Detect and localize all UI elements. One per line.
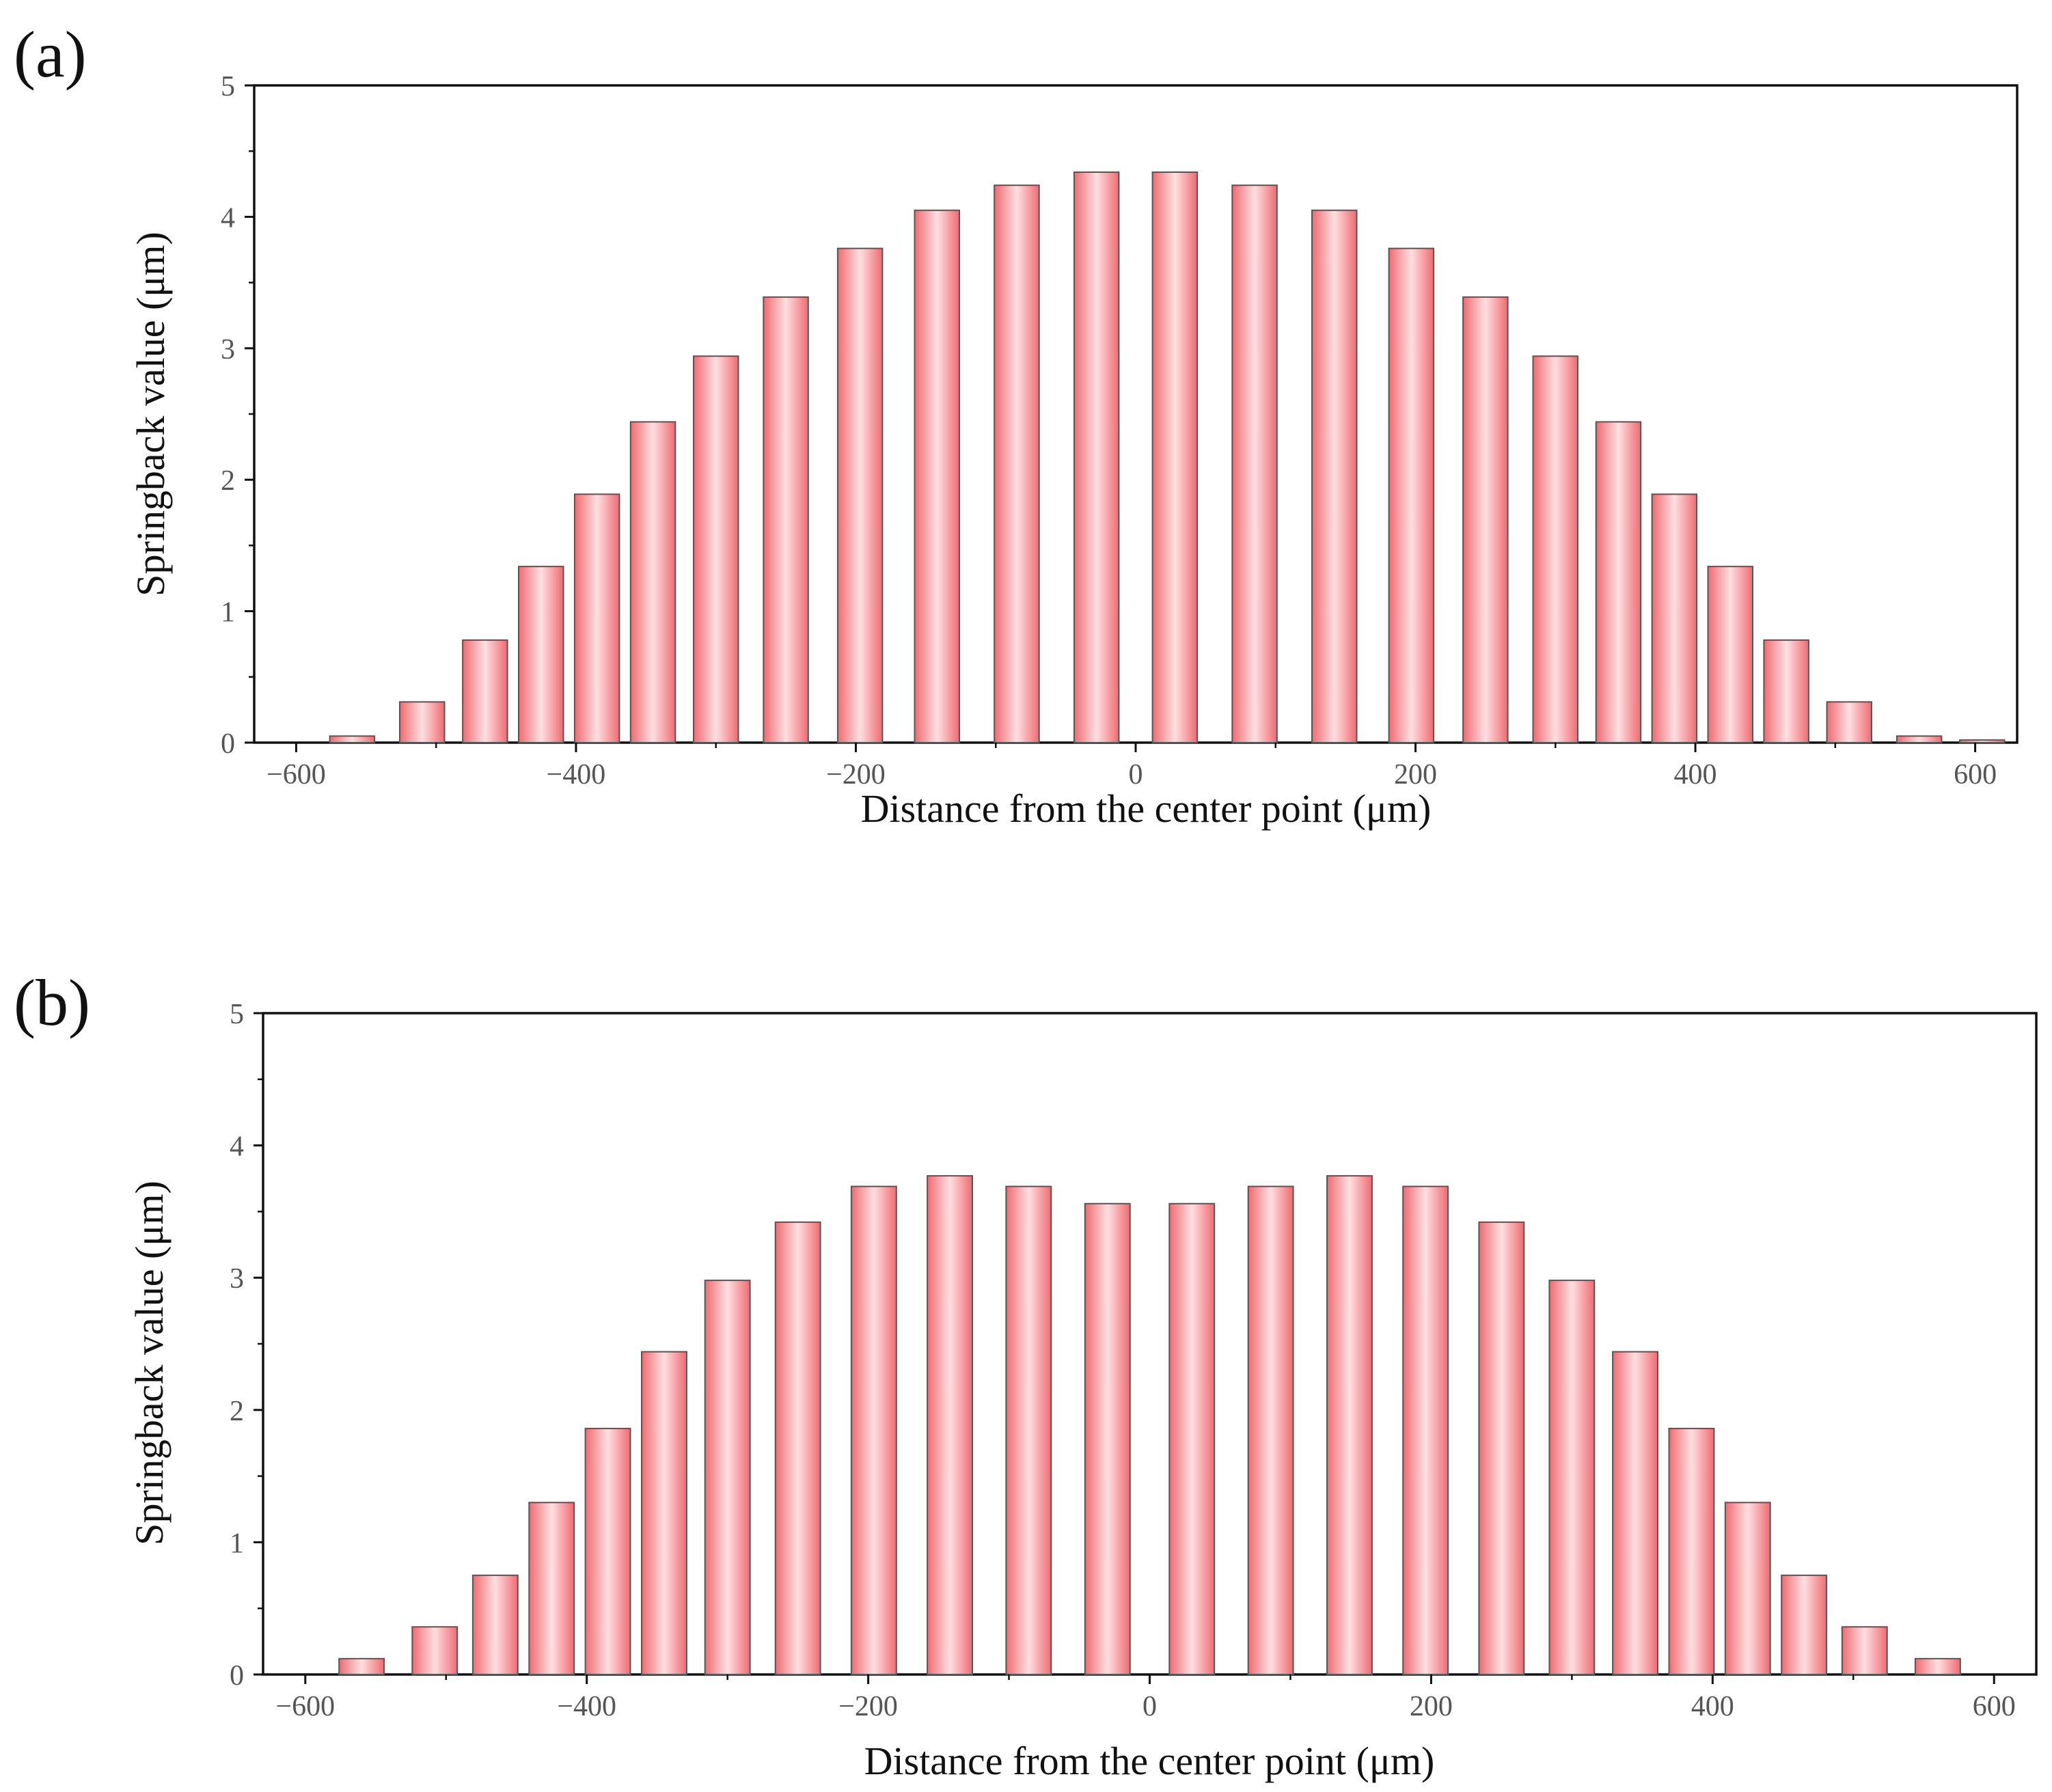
x-tick-label-a-2: −200 — [826, 759, 886, 790]
y-tick-label-b-4: 4 — [230, 1131, 244, 1163]
bar-b-22 — [1841, 1626, 1888, 1676]
chart-b: (b) −600 −400 −200 0 200 400 600 0 1 2 3 4 5 Distan… — [14, 966, 2038, 1783]
bar-a-4 — [573, 493, 620, 744]
bars-b — [338, 1175, 1961, 1676]
bar-b-6 — [704, 1280, 751, 1675]
bar-b-9 — [927, 1175, 973, 1675]
bar-a-2 — [462, 639, 508, 744]
x-tick-label-a-5: 400 — [1674, 759, 1717, 790]
x-axis-title-a: Distance from the center point (μm) — [861, 786, 1432, 831]
chart-a: (a) −600 −400 −200 0 200 400 600 0 1 2 3 4 5 Distan… — [14, 18, 2019, 831]
bar-a-15 — [1388, 247, 1435, 744]
bar-b-5 — [641, 1351, 687, 1675]
y-tick-label-a-4: 4 — [221, 202, 235, 234]
bar-b-11 — [1084, 1202, 1131, 1676]
x-tick-label-a-4: 200 — [1394, 759, 1437, 790]
bar-b-8 — [850, 1185, 897, 1675]
bar-b-10 — [1005, 1185, 1052, 1675]
y-axis-title-a: Springback value (μm) — [128, 232, 173, 596]
bar-b-2 — [471, 1574, 519, 1676]
x-ticks-b: −600 −400 −200 0 200 400 600 — [275, 1674, 2016, 1722]
bar-b-7 — [774, 1221, 821, 1675]
x-tick-label-b-5: 400 — [1691, 1691, 1734, 1722]
bar-b-20 — [1724, 1502, 1771, 1676]
bar-b-23 — [1914, 1657, 1961, 1676]
x-tick-label-b-1: −400 — [557, 1691, 616, 1722]
bar-a-13 — [1231, 184, 1278, 743]
y-tick-label-a-5: 5 — [221, 71, 235, 102]
y-ticks-a: 0 1 2 3 4 5 — [221, 71, 254, 760]
bar-b-17 — [1548, 1280, 1596, 1675]
bar-a-10 — [994, 184, 1040, 743]
x-ticks-a: −600 −400 −200 0 200 400 600 — [266, 743, 1997, 790]
x-tick-label-b-3: 0 — [1143, 1691, 1157, 1722]
bar-b-16 — [1478, 1221, 1525, 1675]
x-tick-label-b-4: 200 — [1410, 1691, 1453, 1722]
y-axis-title-b: Springback value (μm) — [127, 1181, 172, 1545]
bar-b-21 — [1781, 1574, 1828, 1676]
bar-a-0 — [329, 735, 376, 744]
x-tick-label-a-6: 600 — [1954, 759, 1997, 790]
bar-a-14 — [1311, 209, 1358, 743]
bar-b-0 — [338, 1657, 385, 1676]
bar-b-12 — [1168, 1202, 1216, 1676]
bar-a-16 — [1462, 296, 1509, 743]
bar-a-21 — [1763, 639, 1809, 744]
panel-label-a: (a) — [14, 18, 87, 91]
bar-a-7 — [763, 296, 809, 743]
y-tick-label-b-5: 5 — [230, 999, 244, 1030]
x-axis-title-b: Distance from the center point (μm) — [864, 1739, 1435, 1783]
panel-label-b: (b) — [14, 966, 90, 1039]
x-tick-label-b-6: 600 — [1973, 1691, 2016, 1722]
bar-b-4 — [584, 1427, 631, 1675]
bar-a-24 — [1959, 739, 2006, 743]
bar-b-14 — [1326, 1175, 1373, 1675]
x-tick-label-b-0: −600 — [275, 1691, 335, 1722]
bar-b-1 — [411, 1626, 459, 1676]
bar-a-23 — [1896, 735, 1943, 744]
bar-a-1 — [399, 701, 446, 744]
bar-b-19 — [1668, 1427, 1715, 1675]
bars-a — [329, 171, 2006, 744]
y-tick-label-b-2: 2 — [230, 1396, 244, 1427]
bar-a-22 — [1826, 701, 1872, 744]
y-ticks-b: 0 1 2 3 4 5 — [230, 999, 263, 1692]
bar-a-20 — [1707, 566, 1753, 743]
bar-a-19 — [1651, 493, 1698, 744]
bar-a-18 — [1595, 421, 1642, 743]
bar-b-15 — [1402, 1185, 1449, 1675]
y-tick-label-a-0: 0 — [221, 728, 235, 760]
bar-b-13 — [1247, 1185, 1294, 1675]
bar-a-8 — [836, 247, 884, 744]
x-tick-label-a-3: 0 — [1129, 759, 1143, 790]
y-tick-label-b-1: 1 — [230, 1528, 244, 1559]
y-tick-label-b-3: 3 — [230, 1263, 244, 1295]
bar-a-3 — [518, 566, 564, 743]
bar-a-6 — [693, 355, 739, 743]
y-tick-label-a-3: 3 — [221, 334, 235, 366]
x-tick-label-a-0: −600 — [266, 759, 326, 790]
y-tick-label-a-2: 2 — [221, 465, 235, 497]
bar-a-9 — [914, 209, 960, 743]
bar-a-17 — [1532, 355, 1578, 743]
bar-a-5 — [629, 421, 676, 743]
x-tick-label-a-1: −400 — [547, 759, 606, 790]
y-tick-label-a-1: 1 — [221, 597, 235, 629]
bar-a-11 — [1073, 171, 1120, 743]
y-tick-label-b-0: 0 — [230, 1660, 244, 1692]
x-tick-label-b-2: −200 — [838, 1691, 898, 1722]
bar-a-12 — [1151, 171, 1199, 743]
bar-b-3 — [528, 1502, 575, 1676]
bar-b-18 — [1612, 1351, 1659, 1675]
